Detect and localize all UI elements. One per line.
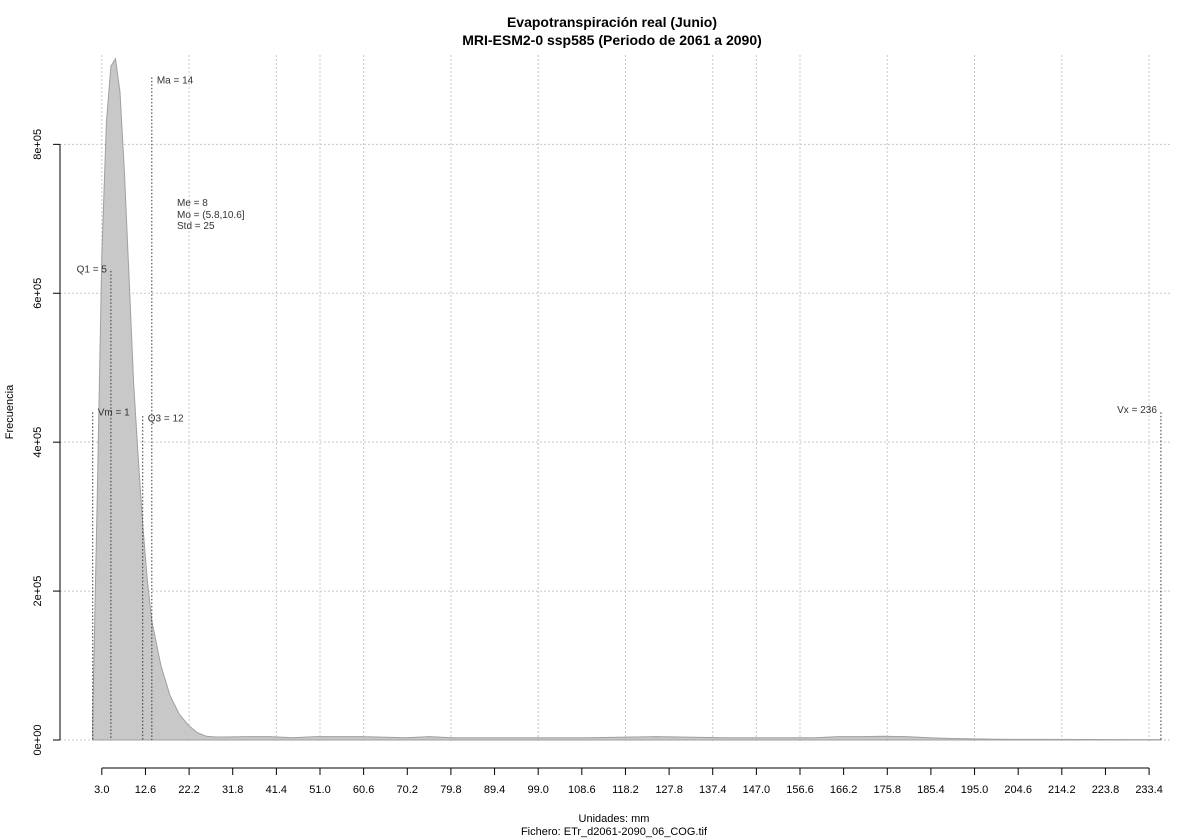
density-area (92, 57, 1162, 741)
y-tick-label: 8e+05 (32, 129, 44, 160)
y-tick-label: 2e+05 (32, 576, 44, 607)
x-tick-label: 127.8 (655, 784, 683, 796)
marker-label: Vm = 1 (98, 407, 130, 418)
stat-mode: Mo = (5.8,10.6] (177, 210, 245, 221)
x-tick-label: 12.6 (135, 784, 156, 796)
x-tick-label: 99.0 (527, 784, 548, 796)
chart-title: Evapotranspiración real (Junio) (507, 14, 717, 30)
x-tick-label: 195.0 (961, 784, 989, 796)
x-tick-label: 108.6 (568, 784, 596, 796)
stats-box: Me = 8 Mo = (5.8,10.6] Std = 25 (177, 198, 245, 232)
x-axis-label: Unidades: mm (579, 813, 650, 825)
statistic-markers: Vm = 1 Q1 = 5 Q3 = 12 Ma = 14 Vx = 236 (77, 75, 1162, 740)
grid-lines (60, 55, 1170, 742)
file-caption: Fichero: ETr_d2061-2090_06_COG.tif (521, 826, 708, 838)
x-tick-label: 185.4 (917, 784, 945, 796)
stat-std: Std = 25 (177, 221, 215, 232)
y-axis: 0e+00 2e+05 4e+05 6e+05 8e+05 (32, 129, 61, 756)
x-tick-label: 156.6 (786, 784, 814, 796)
x-tick-label: 60.6 (353, 784, 374, 796)
y-tick-label: 0e+00 (32, 725, 44, 756)
x-tick-label: 3.0 (94, 784, 109, 796)
density-polygon (92, 57, 1162, 741)
x-tick-label: 204.6 (1004, 784, 1032, 796)
x-tick-label: 51.0 (309, 784, 330, 796)
stat-median: Me = 8 (177, 198, 208, 209)
x-tick-label: 233.4 (1135, 784, 1163, 796)
y-axis-label: Frecuencia (4, 384, 16, 439)
marker-label: Q1 = 5 (77, 264, 108, 275)
marker-label: Q3 = 12 (148, 413, 184, 424)
x-tick-label: 214.2 (1048, 784, 1076, 796)
x-tick-label: 147.0 (743, 784, 771, 796)
x-tick-label: 89.4 (484, 784, 505, 796)
x-tick-label: 79.8 (440, 784, 461, 796)
marker-label: Vx = 236 (1117, 405, 1157, 416)
x-axis: 3.0 12.6 22.2 31.8 41.4 51.0 60.6 70.2 79.8 89.4 9… (94, 767, 1163, 796)
x-tick-label: 166.2 (830, 784, 858, 796)
x-tick-label: 41.4 (266, 784, 287, 796)
marker-label: Ma = 14 (157, 75, 194, 86)
x-tick-label: 22.2 (178, 784, 199, 796)
chart-subtitle: MRI-ESM2-0 ssp585 (Periodo de 2061 a 209… (462, 32, 762, 48)
y-tick-label: 6e+05 (32, 278, 44, 309)
x-tick-label: 70.2 (397, 784, 418, 796)
x-tick-label: 223.8 (1092, 784, 1120, 796)
x-tick-label: 31.8 (222, 784, 243, 796)
y-tick-label: 4e+05 (32, 427, 44, 458)
x-tick-label: 137.4 (699, 784, 727, 796)
x-tick-label: 118.2 (612, 784, 639, 796)
x-tick-label: 175.8 (874, 784, 902, 796)
